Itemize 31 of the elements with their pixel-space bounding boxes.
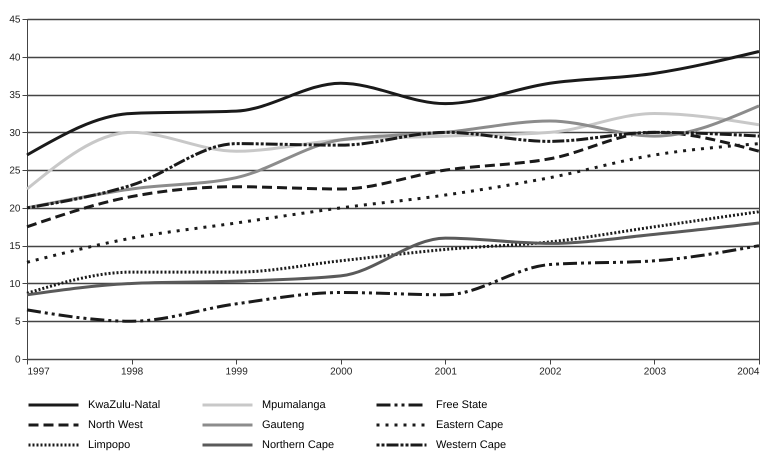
x-tick-label: 2000 [330, 366, 353, 378]
y-tick-label: 5 [14, 316, 21, 328]
line-series [26, 50, 760, 156]
legend-label: Limpopo [88, 439, 130, 451]
legend-label: Gauteng [262, 419, 304, 431]
y-tick-label: 10 [9, 278, 21, 290]
line-series [26, 210, 760, 295]
y-tick-label: 20 [9, 203, 21, 214]
x-tick-label: 2003 [644, 366, 666, 378]
x-tick-label: 1997 [28, 366, 50, 378]
y-tick-label: 35 [9, 90, 21, 102]
x-tick-label: 1998 [120, 366, 144, 378]
y-tick-label: 40 [9, 52, 21, 64]
y-tick-label: 15 [9, 241, 21, 252]
legend-label: Eastern Cape [436, 419, 504, 431]
y-tick-label: 25 [9, 166, 21, 177]
y-tick-label: 45 [9, 14, 21, 26]
x-tick-label: 2001 [434, 366, 458, 378]
x-tick-label: 2002 [539, 366, 562, 378]
legend-label: Mpumalanga [262, 399, 326, 411]
legend-label: Northern Cape [262, 439, 334, 451]
legend-label: Free State [436, 399, 488, 411]
x-tick-label: 1999 [226, 366, 248, 378]
y-tick-label: 0 [14, 354, 21, 366]
line-series [26, 244, 760, 323]
legend-label: North West [88, 419, 143, 431]
legend-label: Western Cape [436, 439, 506, 451]
x-tick-label: 2004 [737, 366, 760, 378]
line-series [26, 222, 760, 296]
legend-label: KwaZulu-Natal [88, 399, 160, 411]
y-tick-label: 30 [9, 128, 21, 139]
